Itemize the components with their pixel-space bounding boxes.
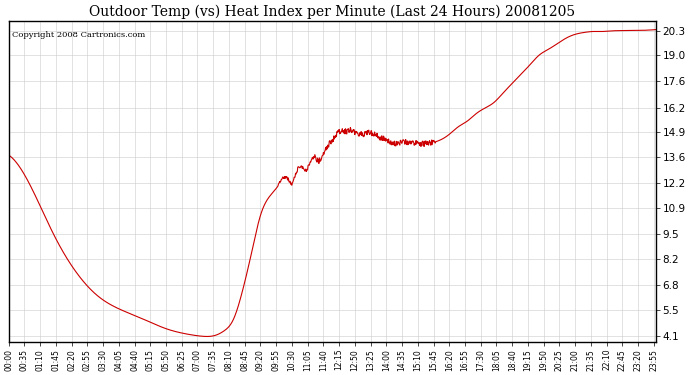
Title: Outdoor Temp (vs) Heat Index per Minute (Last 24 Hours) 20081205: Outdoor Temp (vs) Heat Index per Minute … [89, 4, 575, 18]
Text: Copyright 2008 Cartronics.com: Copyright 2008 Cartronics.com [12, 31, 145, 39]
